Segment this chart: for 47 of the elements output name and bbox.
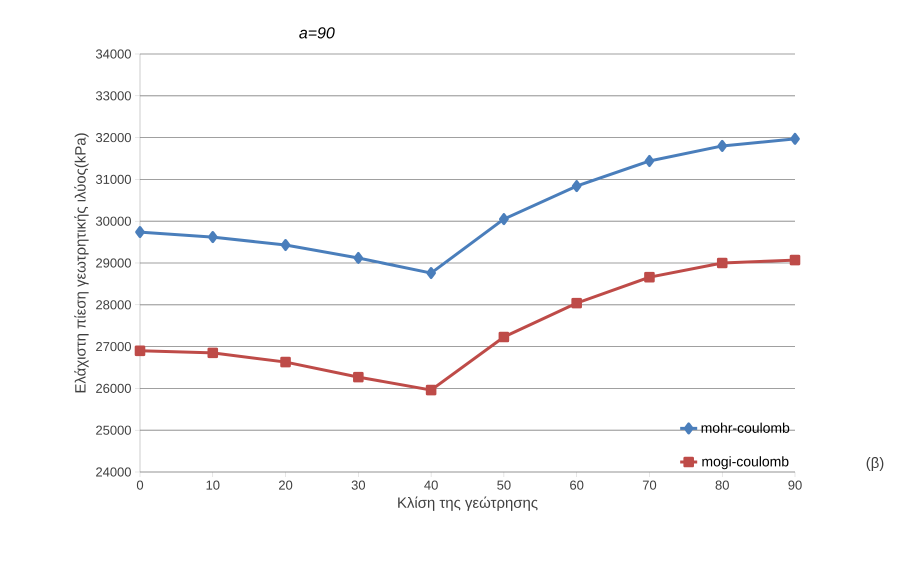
point xyxy=(353,252,364,264)
y-tick-label: 29000 xyxy=(96,258,131,268)
y-tick-label: 33000 xyxy=(96,91,131,100)
point xyxy=(135,226,145,238)
x-tick-label: 40 xyxy=(424,480,438,490)
x-tick-label: 0 xyxy=(136,480,144,490)
x-tick-label: 80 xyxy=(716,480,729,490)
point xyxy=(280,356,291,368)
chart-title: a=90 xyxy=(299,27,335,38)
x-tick-label: 20 xyxy=(279,480,292,490)
point xyxy=(790,132,800,145)
legend-label: mogi-coulomb xyxy=(702,456,788,470)
x-tick-label: 90 xyxy=(788,480,802,490)
point xyxy=(716,258,728,268)
y-tick-label: 34000 xyxy=(96,49,131,59)
x-tick-label: 60 xyxy=(570,480,584,490)
y-tick-label: 25000 xyxy=(96,426,131,435)
point xyxy=(207,348,218,358)
point xyxy=(280,239,290,252)
y-tick-label: 28000 xyxy=(96,300,131,310)
point xyxy=(499,213,509,226)
y-tick-label: 31000 xyxy=(96,174,131,184)
point xyxy=(571,298,582,308)
y-tick-label: 27000 xyxy=(96,342,131,352)
point xyxy=(644,272,655,283)
point xyxy=(644,155,654,167)
x-tick-label: 10 xyxy=(206,480,220,490)
x-tick-label: 70 xyxy=(642,480,656,490)
point xyxy=(717,140,728,152)
text: (β) xyxy=(866,457,884,471)
point xyxy=(208,231,218,244)
x-tick-label: 50 xyxy=(497,480,511,490)
point xyxy=(426,267,436,280)
point xyxy=(572,180,582,192)
y-tick-label: 30000 xyxy=(96,216,131,226)
point xyxy=(134,345,146,356)
point xyxy=(353,372,364,382)
y-axis-title: Ελάχιστη πίεση γεωτρητικής ιλύος(kPa) xyxy=(74,133,89,392)
x-tick-label: 30 xyxy=(352,480,366,490)
point xyxy=(498,332,510,342)
point xyxy=(426,384,436,396)
y-tick-label: 24000 xyxy=(96,467,131,477)
y-tick-label: 26000 xyxy=(96,384,131,393)
y-tick-label: 32000 xyxy=(96,133,131,142)
point xyxy=(790,254,800,266)
x-axis-title: Κλίση της γεώτρησης xyxy=(398,496,538,511)
legend-label: mohr-coulomb xyxy=(702,422,790,433)
